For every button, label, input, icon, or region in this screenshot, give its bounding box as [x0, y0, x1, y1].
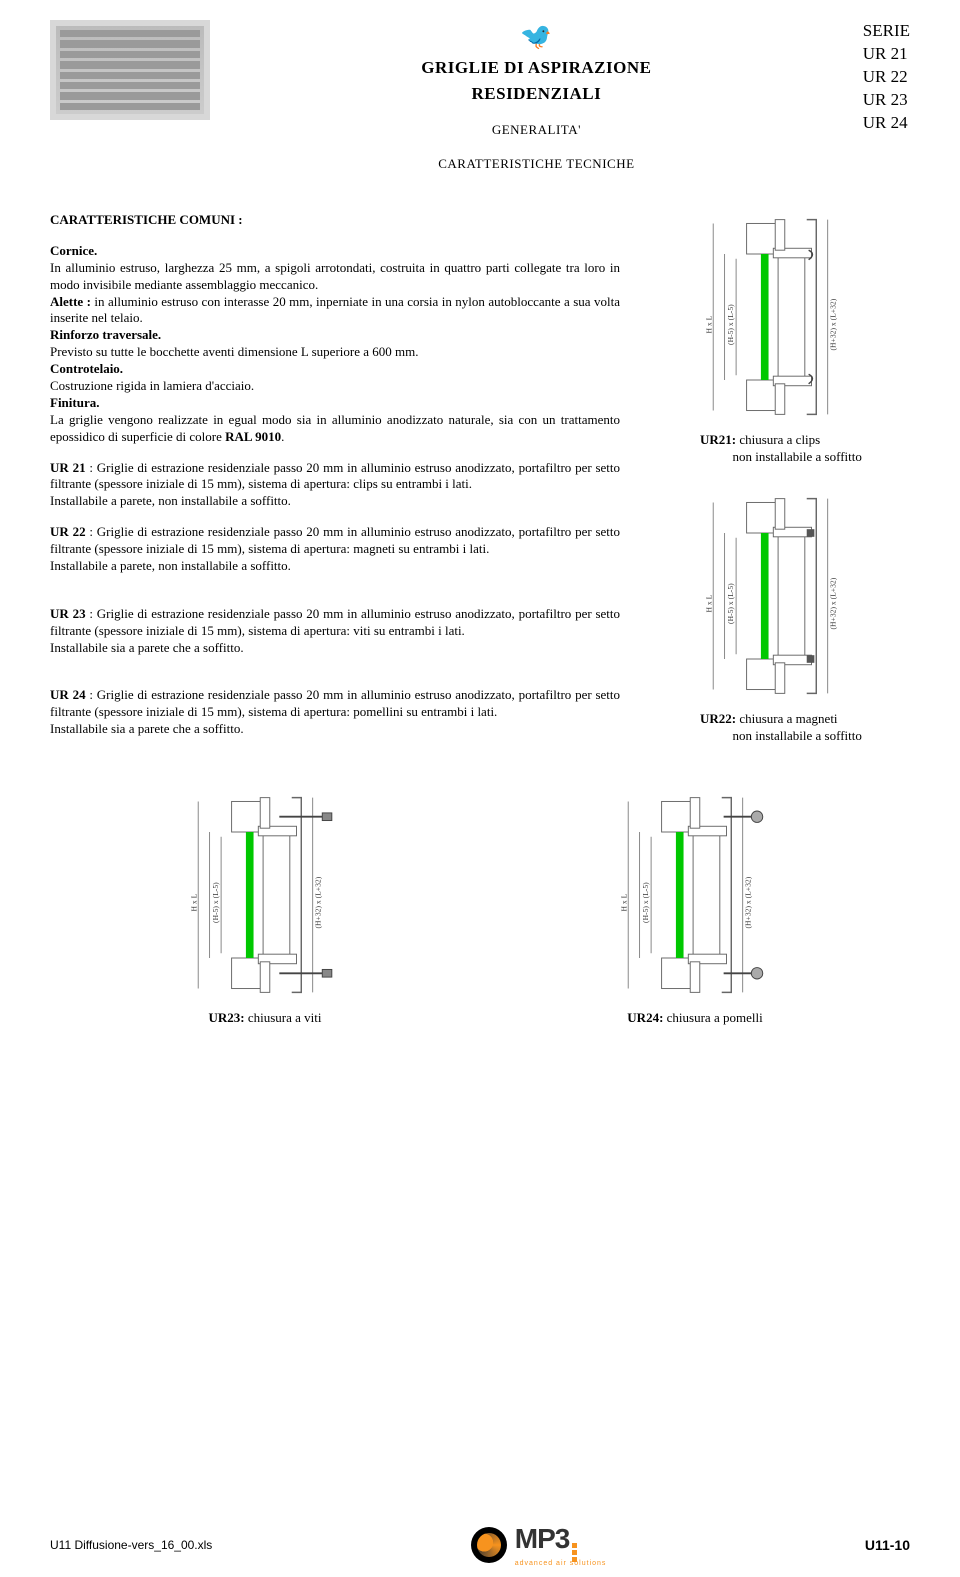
- ur23-paragraph: UR 23 : Griglie di estrazione residenzia…: [50, 606, 620, 657]
- text-column: CARATTERISTICHE COMUNI : Cornice. In all…: [50, 212, 620, 770]
- rinforzo-heading: Rinforzo traversale.: [50, 327, 161, 342]
- caption-ur24: UR24: chiusura a pomelli: [555, 1010, 835, 1027]
- content-row: CARATTERISTICHE COMUNI : Cornice. In all…: [50, 212, 910, 770]
- series-item: UR 24: [863, 112, 910, 135]
- series-item: UR 23: [863, 89, 910, 112]
- diagram-block-ur24: UR24: chiusura a pomelli: [555, 790, 835, 1052]
- logo-subtitle: advanced air solutions: [515, 1560, 607, 1567]
- ur22-paragraph: UR 22 : Griglie di estrazione residenzia…: [50, 524, 620, 575]
- diagram-ur21: [680, 212, 880, 422]
- bird-logo-icon: 🐦: [520, 22, 552, 52]
- controtelaio-text: Costruzione rigida in lamiera d'acciaio.: [50, 378, 620, 395]
- page-header: 🐦 GRIGLIE DI ASPIRAZIONE RESIDENZIALI GE…: [50, 20, 910, 172]
- diagram-block-ur23: UR23: chiusura a viti: [125, 790, 405, 1052]
- bottom-diagrams-row: UR23: chiusura a viti UR24: chiusura a p…: [50, 790, 910, 1052]
- ur24-paragraph: UR 24 : Griglie di estrazione residenzia…: [50, 687, 620, 738]
- grille-product-photo: [50, 20, 210, 120]
- mp3-logo: MP3 advanced air solutions: [471, 1523, 607, 1567]
- caption-ur23: UR23: chiusura a viti: [125, 1010, 405, 1027]
- ur21-paragraph: UR 21 : Griglie di estrazione residenzia…: [50, 460, 620, 511]
- caption-ur21: UR21: chiusura a clips non installabile …: [650, 432, 910, 466]
- diagram-column-right: UR21: chiusura a clips non installabile …: [650, 212, 910, 770]
- series-label: SERIE: [863, 20, 910, 43]
- main-title-2: RESIDENZIALI: [210, 84, 863, 104]
- series-item: UR 21: [863, 43, 910, 66]
- controtelaio-heading: Controtelaio.: [50, 361, 123, 376]
- footer-filename: U11 Diffusione-vers_16_00.xls: [50, 1538, 212, 1552]
- series-list: SERIE UR 21 UR 22 UR 23 UR 24: [863, 20, 910, 135]
- finitura-heading: Finitura.: [50, 395, 99, 410]
- rinforzo-text: Previsto su tutte le bocchette aventi di…: [50, 344, 620, 361]
- cornice-heading: Cornice.: [50, 243, 97, 258]
- diagram-ur24: [595, 790, 795, 1000]
- page-footer: U11 Diffusione-vers_16_00.xls MP3 advanc…: [50, 1523, 910, 1567]
- subtitle-1: GENERALITA': [210, 122, 863, 138]
- subtitle-2: CARATTERISTICHE TECNICHE: [210, 156, 863, 172]
- caption-ur22: UR22: chiusura a magneti non installabil…: [650, 711, 910, 745]
- diagram-ur22: [680, 491, 880, 701]
- diagram-ur23: [165, 790, 365, 1000]
- alette-heading: Alette :: [50, 294, 91, 309]
- logo-circle-icon: [471, 1527, 507, 1563]
- page-number: U11-10: [865, 1537, 910, 1553]
- section-heading: CARATTERISTICHE COMUNI :: [50, 212, 620, 229]
- finitura-text: La griglie vengono realizzate in egual m…: [50, 412, 620, 446]
- main-title-1: GRIGLIE DI ASPIRAZIONE: [210, 58, 863, 78]
- series-item: UR 22: [863, 66, 910, 89]
- header-title-block: 🐦 GRIGLIE DI ASPIRAZIONE RESIDENZIALI GE…: [210, 20, 863, 172]
- logo-text: MP3: [515, 1523, 570, 1555]
- cornice-text: In alluminio estruso, larghezza 25 mm, a…: [50, 260, 620, 294]
- alette-text: in alluminio estruso con interasse 20 mm…: [50, 294, 620, 326]
